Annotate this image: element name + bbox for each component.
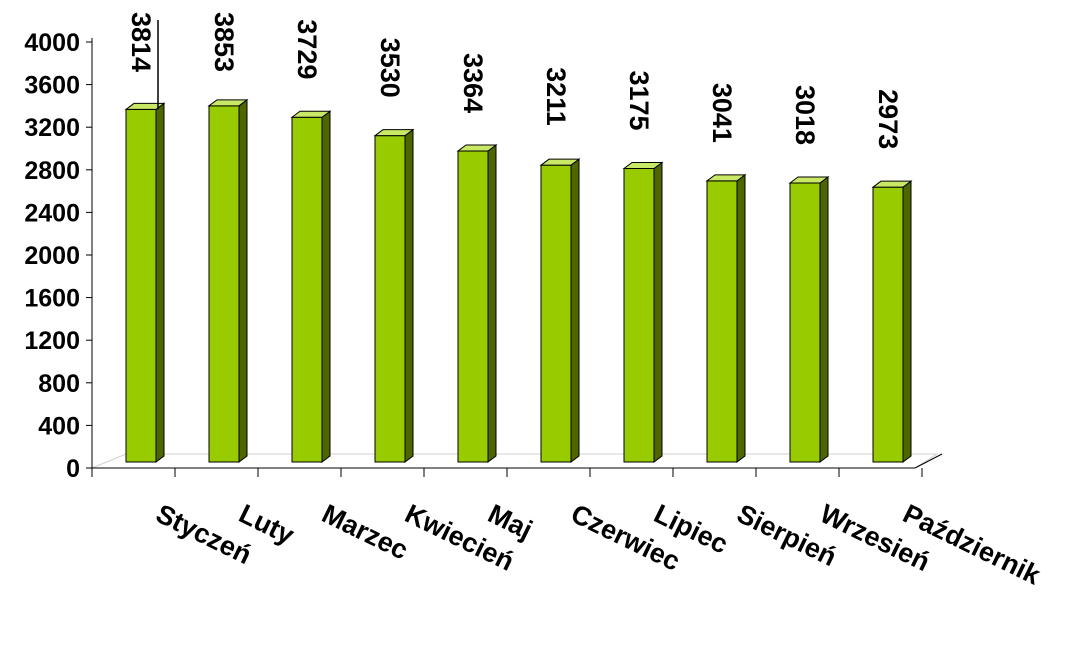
bar [124, 102, 166, 463]
y-tick-label: 2800 [24, 157, 80, 185]
bar [290, 110, 332, 463]
data-label: 3530 [375, 38, 405, 98]
bar-side [902, 180, 912, 463]
y-tick-label: 3200 [24, 114, 80, 142]
bar-front [706, 180, 738, 463]
bar [207, 98, 249, 463]
bar-top [124, 102, 166, 110]
bar-top [290, 110, 332, 118]
bar-top [539, 158, 581, 166]
bar [539, 158, 581, 463]
data-label: 3175 [624, 70, 654, 130]
data-labels: 3814 3853 3729 3530 3364 3211 3175 3041 3018 2973 [126, 12, 903, 149]
data-label: 3018 [790, 85, 820, 145]
bar [705, 173, 747, 463]
bar-top [871, 180, 913, 188]
data-label: 3814 [126, 12, 156, 72]
y-tick-label: 800 [38, 370, 80, 398]
bar-side [736, 173, 746, 463]
y-tick-label: 1200 [24, 327, 80, 355]
bar-top [373, 129, 415, 137]
bar-side [570, 158, 580, 463]
bar-side [155, 102, 165, 463]
y-axis: 0 400 800 1200 1600 2000 2400 2800 3200 3600 4000 [24, 29, 93, 483]
bar [373, 128, 415, 463]
bar-side [321, 110, 331, 463]
bar [871, 180, 913, 463]
category-label-group: Styczeń [151, 498, 256, 570]
bar-front [623, 167, 655, 463]
bar-side [238, 98, 248, 463]
data-label: 3729 [292, 19, 322, 79]
bar [788, 176, 830, 463]
bar-side [819, 176, 829, 463]
bar-top [456, 144, 498, 152]
category-label: Styczeń [151, 498, 256, 570]
category-label-group: Marzec [317, 498, 412, 565]
category-label: Marzec [317, 498, 412, 565]
data-label: 3211 [541, 67, 571, 126]
y-tick-label: 4000 [24, 29, 80, 57]
bar [456, 144, 498, 463]
bar-front [872, 186, 904, 463]
bar-front [540, 164, 572, 463]
bar-front [789, 182, 821, 463]
y-tick-label: 400 [38, 412, 80, 440]
y-tick-label: 0 [66, 455, 80, 483]
bar-top [788, 176, 830, 184]
bar-front [208, 105, 240, 463]
bar-side [653, 161, 663, 463]
data-label: 3041 [707, 83, 737, 143]
bar-top [705, 174, 747, 182]
data-label: 3853 [209, 12, 239, 72]
x-axis-depth-line [914, 453, 943, 469]
data-label: 2973 [873, 89, 903, 149]
bar-top [207, 99, 249, 107]
bar-front [291, 116, 323, 463]
y-tick-label: 2400 [24, 199, 80, 227]
bar-side [404, 128, 414, 463]
x-axis [91, 453, 943, 477]
bar-series [124, 20, 913, 463]
bar-front [125, 108, 157, 463]
bar [622, 161, 664, 463]
data-label: 3364 [458, 53, 488, 113]
bar-front [374, 135, 406, 463]
y-tick-label: 1600 [24, 285, 80, 313]
y-tick-label: 2000 [24, 242, 80, 270]
bar-top [622, 161, 664, 169]
bar-side [487, 144, 497, 463]
bar-front [457, 150, 489, 463]
y-tick-label: 3600 [24, 72, 80, 100]
